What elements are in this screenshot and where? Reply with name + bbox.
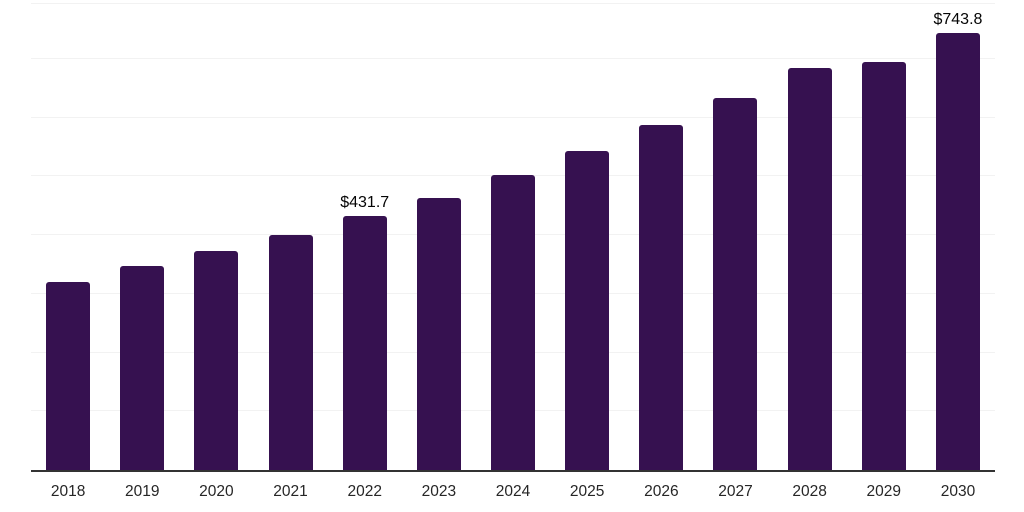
bar-2023[interactable] — [416, 197, 461, 470]
bar-slot-2030: $743.8 — [921, 3, 995, 470]
gridline-600 — [31, 116, 995, 118]
bar-2024[interactable] — [491, 175, 536, 470]
x-tick-label-2027: 2027 — [718, 483, 753, 500]
bar-2021[interactable] — [268, 234, 313, 470]
bar-value-label-2022: $431.7 — [340, 194, 390, 212]
bar-slot-2025 — [550, 3, 624, 470]
x-tick-label-2019: 2019 — [124, 483, 160, 500]
bar-slot-2021 — [253, 3, 327, 470]
bar-2027[interactable] — [713, 98, 758, 470]
x-tick-label-2021: 2021 — [273, 483, 308, 500]
x-tick-label-2029: 2029 — [866, 483, 902, 500]
x-tick-label-2022: 2022 — [347, 483, 382, 500]
bar-slot-2028 — [773, 3, 847, 470]
plot-area: $431.7 $743.8 — [31, 3, 995, 472]
x-axis-labels: 2018 2019 2020 2021 2022 2023 2024 2025 2026 2027… — [31, 482, 995, 502]
x-tick-label-2018: 2018 — [50, 483, 86, 500]
gridline-700 — [31, 57, 995, 59]
bar-2025[interactable] — [565, 151, 610, 470]
x-tick-label-2030: 2030 — [940, 483, 976, 500]
bar-slot-2023 — [402, 3, 476, 470]
bar-2029[interactable] — [861, 61, 906, 470]
bars-row: $431.7 $743.8 — [31, 3, 995, 470]
x-tick-label-2020: 2020 — [199, 483, 234, 500]
x-tick-label-2023: 2023 — [421, 483, 457, 500]
x-tick-label-2025: 2025 — [569, 483, 605, 500]
bar-slot-2020 — [179, 3, 253, 470]
x-axis-line — [31, 470, 995, 472]
bar-slot-2018 — [31, 3, 105, 470]
bar-2019[interactable] — [120, 266, 165, 470]
x-tick-label-2026: 2026 — [644, 483, 679, 500]
plot-top-border — [31, 3, 995, 4]
bar-slot-2026 — [624, 3, 698, 470]
bar-slot-2022: $431.7 — [328, 3, 402, 470]
bar-2020[interactable] — [194, 250, 239, 470]
x-tick-label-2024: 2024 — [495, 483, 531, 500]
bar-slot-2027 — [698, 3, 772, 470]
bar-2026[interactable] — [639, 124, 684, 470]
bar-slot-2024 — [476, 3, 550, 470]
bar-slot-2029 — [847, 3, 921, 470]
x-tick-label-2028: 2028 — [792, 483, 827, 500]
bar-value-label-2030: $743.8 — [933, 11, 983, 29]
bar-2018[interactable] — [46, 282, 91, 470]
bar-2028[interactable] — [787, 67, 832, 470]
bar-slot-2019 — [105, 3, 179, 470]
bar-2022[interactable] — [342, 216, 387, 470]
bar-2030[interactable] — [935, 33, 980, 470]
